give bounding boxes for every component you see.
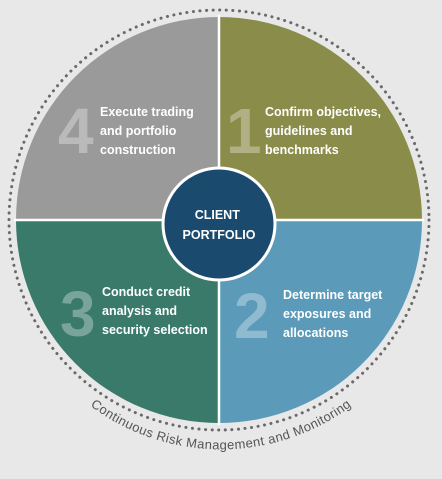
quadrant-step-3 xyxy=(16,220,219,423)
step-3-line-2: analysis and xyxy=(102,304,177,318)
center-label-line-1: CLIENT xyxy=(195,208,241,222)
step-4-line-1: Execute trading xyxy=(100,105,194,119)
step-1-line-2: guidelines and xyxy=(265,124,353,138)
center-label: CLIENT PORTFOLIO xyxy=(183,208,256,242)
step-1-line-3: benchmarks xyxy=(265,143,339,157)
step-4-label: Execute trading and portfolio constructi… xyxy=(100,105,197,157)
step-3-number: 3 xyxy=(60,278,96,350)
step-3-label: Conduct credit analysis and security sel… xyxy=(102,285,208,337)
center-circle xyxy=(161,166,277,282)
step-3-line-3: security selection xyxy=(102,323,208,337)
step-4-line-2: and portfolio xyxy=(100,124,177,138)
quadrant-step-4 xyxy=(16,17,219,220)
step-2-line-2: exposures and xyxy=(283,307,371,321)
step-3-line-1: Conduct credit xyxy=(102,285,191,299)
step-1-label: Confirm objectives, guidelines and bench… xyxy=(265,105,384,157)
step-2-label: Determine target exposures and allocatio… xyxy=(283,288,386,340)
step-4-line-3: construction xyxy=(100,143,176,157)
step-2-line-3: allocations xyxy=(283,326,348,340)
quadrant-step-1 xyxy=(219,17,422,220)
step-1-line-1: Confirm objectives, xyxy=(265,105,381,119)
center-label-line-2: PORTFOLIO xyxy=(183,228,256,242)
quadrant-step-2 xyxy=(219,220,422,423)
step-1-number: 1 xyxy=(226,95,262,167)
step-2-line-1: Determine target xyxy=(283,288,383,302)
step-2-number: 2 xyxy=(234,280,270,352)
dotted-outer-ring xyxy=(7,8,431,432)
step-4-number: 4 xyxy=(58,95,94,167)
